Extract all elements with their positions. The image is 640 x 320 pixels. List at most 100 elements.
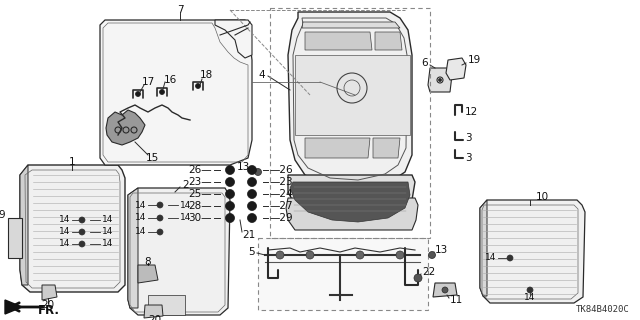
Circle shape	[507, 255, 513, 261]
Polygon shape	[20, 165, 28, 285]
Polygon shape	[290, 182, 410, 222]
Polygon shape	[286, 198, 418, 230]
Circle shape	[255, 169, 262, 175]
Text: 15: 15	[145, 153, 159, 163]
Circle shape	[159, 90, 164, 94]
Text: TK84B4020C: TK84B4020C	[576, 305, 630, 314]
Polygon shape	[144, 305, 163, 318]
Text: 13: 13	[435, 245, 448, 255]
Text: —23: —23	[270, 177, 294, 187]
Text: 14: 14	[134, 228, 146, 236]
Circle shape	[79, 217, 85, 223]
Polygon shape	[428, 68, 452, 92]
Polygon shape	[480, 200, 487, 296]
Circle shape	[79, 241, 85, 247]
Circle shape	[225, 189, 234, 198]
Circle shape	[248, 213, 257, 222]
Circle shape	[79, 229, 85, 235]
Circle shape	[248, 178, 257, 187]
Text: 7: 7	[177, 5, 183, 15]
Polygon shape	[305, 138, 370, 158]
Polygon shape	[375, 32, 402, 50]
Text: 3: 3	[465, 133, 472, 143]
Circle shape	[136, 92, 141, 97]
Text: 17: 17	[141, 77, 155, 87]
Polygon shape	[148, 295, 185, 315]
Circle shape	[157, 215, 163, 221]
Text: 14: 14	[102, 239, 113, 249]
Circle shape	[356, 251, 364, 259]
Polygon shape	[302, 22, 400, 28]
Text: 14: 14	[524, 292, 536, 301]
Text: 14: 14	[134, 213, 146, 222]
Polygon shape	[288, 12, 412, 188]
Circle shape	[248, 189, 257, 198]
Circle shape	[225, 178, 234, 187]
Circle shape	[225, 213, 234, 222]
Text: 18: 18	[200, 70, 212, 80]
Text: 10: 10	[536, 192, 548, 202]
Text: 14: 14	[59, 215, 70, 225]
Text: 13: 13	[237, 162, 250, 172]
Polygon shape	[215, 20, 252, 58]
Circle shape	[429, 252, 435, 259]
Circle shape	[442, 287, 448, 293]
Text: 14: 14	[102, 215, 113, 225]
Circle shape	[306, 251, 314, 259]
Polygon shape	[42, 285, 57, 300]
Text: —29: —29	[270, 213, 294, 223]
Text: 20: 20	[148, 315, 161, 320]
Text: 19: 19	[468, 55, 481, 65]
Text: 14: 14	[134, 201, 146, 210]
Text: 12: 12	[465, 107, 478, 117]
Text: 28—: 28—	[188, 201, 212, 211]
Text: 21: 21	[242, 230, 255, 240]
Text: 14: 14	[180, 201, 191, 210]
Polygon shape	[373, 138, 400, 158]
Text: 26—: 26—	[188, 165, 212, 175]
Text: 6: 6	[421, 58, 428, 68]
Text: 23—: 23—	[188, 177, 212, 187]
Circle shape	[157, 229, 163, 235]
Polygon shape	[480, 200, 585, 303]
Text: —24: —24	[270, 189, 294, 199]
Bar	[258, 238, 428, 310]
Text: 20: 20	[42, 300, 54, 310]
Circle shape	[225, 165, 234, 174]
Polygon shape	[5, 300, 22, 314]
Text: 4: 4	[259, 70, 265, 80]
Circle shape	[527, 287, 533, 293]
Text: 16: 16	[163, 75, 177, 85]
Polygon shape	[128, 188, 138, 308]
Text: 14: 14	[59, 239, 70, 249]
Circle shape	[276, 251, 284, 259]
Text: 14: 14	[484, 253, 496, 262]
Polygon shape	[128, 188, 230, 315]
Text: 11: 11	[450, 295, 463, 305]
Polygon shape	[288, 175, 415, 225]
Text: 3: 3	[465, 153, 472, 163]
Text: 8: 8	[145, 257, 151, 267]
Polygon shape	[106, 110, 145, 145]
Text: 14: 14	[59, 228, 70, 236]
Text: FR.: FR.	[38, 303, 60, 316]
Text: 14: 14	[180, 213, 191, 222]
Circle shape	[396, 251, 404, 259]
Polygon shape	[20, 165, 125, 292]
Circle shape	[225, 202, 234, 211]
Text: 30—: 30—	[189, 213, 212, 223]
Polygon shape	[8, 218, 22, 258]
Text: 14: 14	[102, 228, 113, 236]
Circle shape	[438, 78, 442, 82]
Circle shape	[414, 274, 422, 282]
Text: —26: —26	[270, 165, 294, 175]
Text: 1: 1	[68, 157, 76, 167]
Circle shape	[157, 202, 163, 208]
Polygon shape	[305, 32, 372, 50]
Text: 2: 2	[182, 180, 189, 190]
Circle shape	[248, 202, 257, 211]
Polygon shape	[446, 58, 466, 80]
Text: 5: 5	[248, 247, 255, 257]
Circle shape	[248, 165, 257, 174]
Text: 25—: 25—	[188, 189, 212, 199]
